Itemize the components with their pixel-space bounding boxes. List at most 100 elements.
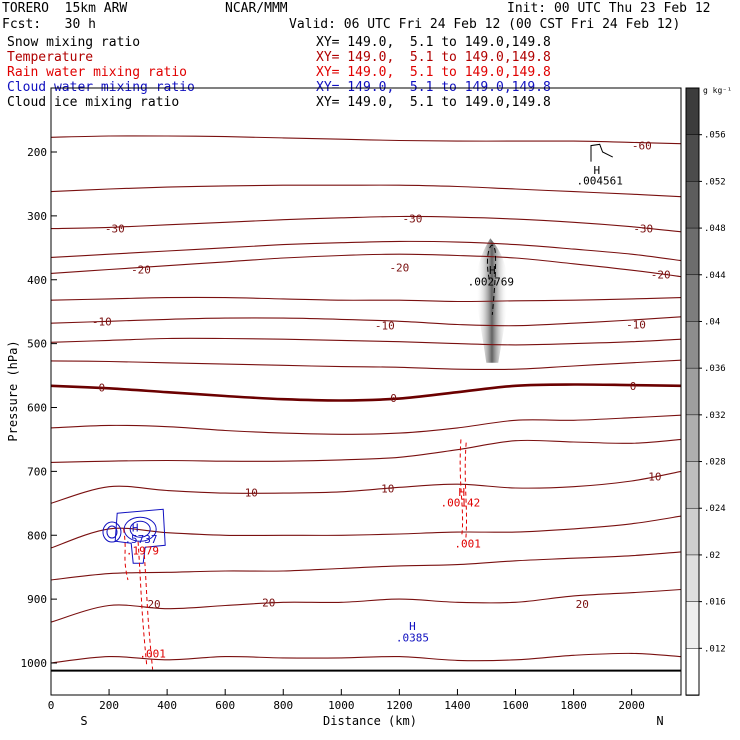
temperature-contour-label: 0 (98, 382, 105, 395)
temperature-contour-label: 20 (262, 596, 275, 609)
temperature-contour (51, 588, 681, 623)
temperature-contour-label: 0 (390, 392, 397, 405)
rain-water-contour (137, 541, 148, 667)
field-label-snow: Snow mixing ratio (7, 35, 141, 50)
cloud-water-contour (102, 521, 122, 543)
maximum-label: H (593, 164, 600, 177)
colorbar-swatch (685, 367, 700, 416)
colorbar-tick-label: .02 (704, 551, 720, 561)
header-center: NCAR/MMM (225, 1, 288, 16)
freezing-level-contour (51, 383, 681, 402)
maximum-label: .001 (454, 538, 481, 551)
colorbar-tick-label: .036 (704, 364, 726, 374)
temperature-contour (51, 316, 681, 327)
cloud-water-contour (106, 525, 118, 539)
header-valid: Valid: 06 UTC Fri 24 Feb 12 (00 CST Fri … (289, 17, 681, 32)
x-tick-label: 2000 (618, 699, 645, 712)
colorbar-frame (685, 87, 700, 696)
colorbar: .056 .052 .048 .044 .04 .036 .032 .028 .024 .02 .0… (685, 86, 732, 696)
colorbar-tick-label: .04 (704, 317, 720, 327)
y-tick-label: 1000 (21, 657, 48, 670)
x-tick-label: 200 (99, 699, 119, 712)
maximum-label: H (132, 522, 139, 535)
x-tick-label: 800 (273, 699, 293, 712)
field-label-rain: Rain water mixing ratio (7, 65, 188, 80)
colorbar-tick-label: .012 (704, 644, 726, 654)
mixing-ratio-contours (102, 143, 613, 670)
field-xy-temperature: XY= 149.0, 5.1 to 149.0,149.8 (316, 50, 551, 65)
temperature-contour-label: 20 (147, 598, 160, 611)
snow-column (476, 238, 508, 363)
temperature-contour-label: 20 (576, 598, 589, 611)
maximum-label: .5737 (124, 533, 157, 546)
colorbar-swatch (685, 87, 700, 136)
header-model: TORERO 15km ARW (2, 1, 128, 16)
colorbar-tick-label: .016 (704, 598, 726, 608)
cloud-water-contour (114, 508, 166, 564)
maximum-label: .001 (139, 647, 166, 660)
temperature-contour (51, 414, 681, 435)
axes: 0 200 400 600 800 1000 1200 1400 1600 1800 2000200… (21, 146, 645, 712)
x-axis-title: Distance (km) (323, 714, 417, 728)
maximum-label: .1979 (126, 545, 159, 558)
maximum-label: .002769 (468, 276, 514, 289)
field-xy-cloud-ice: XY= 149.0, 5.1 to 149.0,149.8 (316, 95, 551, 110)
colorbar-tick-label: .052 (704, 177, 726, 187)
field-label-temperature: Temperature (7, 50, 94, 65)
colorbar-swatch (685, 414, 700, 463)
field-label-cloud-ice: Cloud ice mixing ratio (7, 95, 180, 110)
x-end-left: S (80, 714, 87, 728)
cloud-ice-contour (486, 244, 497, 315)
y-tick-label: 500 (27, 338, 47, 351)
temperature-contour (51, 135, 681, 145)
temperature-contour-label: 0 (630, 380, 637, 393)
colorbar-units: g kg⁻¹ (703, 86, 732, 95)
cloud-ice-contour (590, 143, 613, 162)
y-tick-label: 800 (27, 529, 47, 542)
colorbar-tick-label: .044 (704, 271, 726, 281)
temperature-contour (51, 652, 681, 664)
temperature-contour (51, 515, 681, 549)
rain-water-contour (143, 547, 154, 670)
y-axis-title: Pressure (hPa) (6, 340, 20, 441)
colorbar-tick-label: .032 (704, 411, 726, 421)
temperature-contour-label: -20 (651, 269, 671, 282)
x-tick-label: 1600 (502, 699, 529, 712)
colorbar-swatch (685, 274, 700, 323)
temperature-contour (51, 470, 681, 504)
y-tick-label: 200 (27, 146, 47, 159)
x-tick-label: 1800 (560, 699, 587, 712)
y-tick-label: 300 (27, 210, 47, 223)
colorbar-swatch (685, 507, 700, 556)
temperature-contour-label: -10 (92, 315, 112, 328)
temperature-contour-label: 10 (245, 486, 258, 499)
colorbar-tick-label: .028 (704, 458, 726, 468)
maximum-label: .00142 (440, 497, 480, 510)
cloud-water-contour (123, 516, 157, 542)
field-xy-rain: XY= 149.0, 5.1 to 149.0,149.8 (316, 65, 551, 80)
maximum-label: H (409, 620, 416, 633)
x-tick-label: 600 (215, 699, 235, 712)
plot-frame (50, 87, 682, 696)
temperature-contour-label: 10 (381, 483, 394, 496)
maximum-label: H (458, 486, 465, 499)
colorbar-swatch (685, 554, 700, 603)
temperature-contour (51, 438, 681, 463)
temperature-contour (51, 296, 681, 303)
temperature-contours (51, 135, 681, 664)
temperature-contour (51, 337, 681, 346)
maximum-label: .004561 (577, 175, 623, 188)
temperature-contour-label: -20 (389, 262, 409, 275)
temperature-contour-label: -10 (626, 318, 646, 331)
snow-shading (476, 238, 508, 363)
temperature-contour-label: -30 (403, 212, 423, 225)
colorbar-swatch (685, 134, 700, 183)
cloud-water-contour (129, 520, 151, 538)
temperature-contour (51, 184, 681, 198)
rain-water-contour (464, 442, 468, 542)
header-forecast: Fcst: 30 h (2, 17, 96, 32)
colorbar-swatch (685, 227, 700, 276)
y-tick-label: 700 (27, 465, 47, 478)
temperature-contour-label: 10 (648, 470, 661, 483)
